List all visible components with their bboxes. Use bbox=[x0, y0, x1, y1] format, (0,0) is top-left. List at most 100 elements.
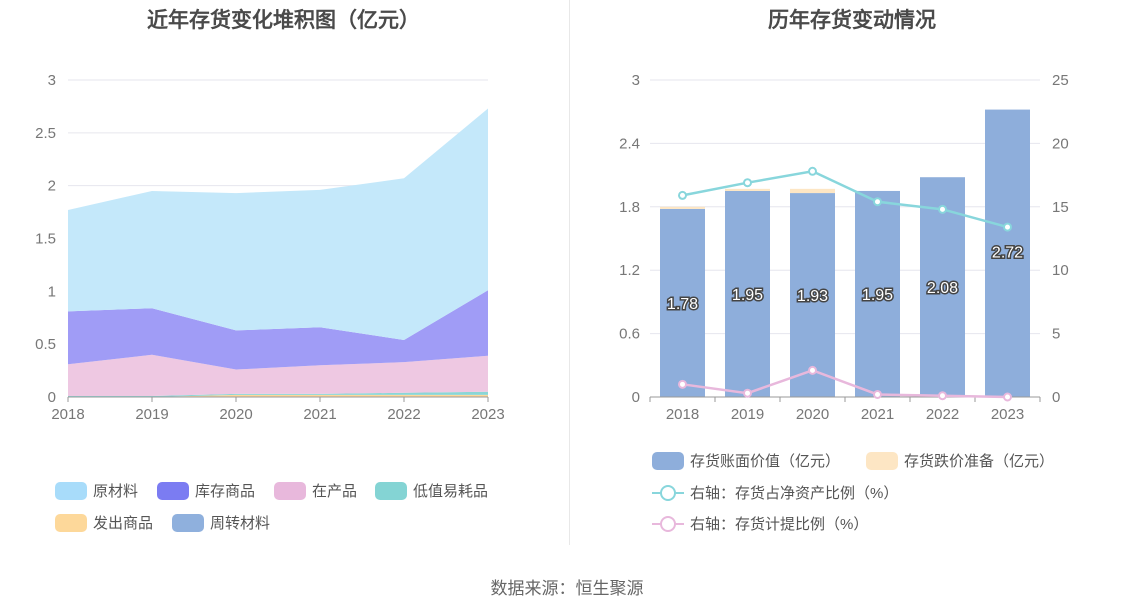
y-tick-label: 0 bbox=[48, 389, 56, 406]
area-series bbox=[68, 290, 488, 370]
bar-value-label: 1.78 bbox=[667, 296, 698, 313]
y-tick-label: 1.8 bbox=[619, 199, 640, 216]
legend-item[interactable]: 存货账面价值（亿元） bbox=[652, 450, 840, 471]
legend-label: 存货账面价值（亿元） bbox=[690, 453, 841, 470]
left-chart-title: 近年存货变化堆积图（亿元） bbox=[147, 9, 420, 32]
line-point bbox=[743, 178, 752, 188]
line-point bbox=[1003, 392, 1012, 402]
y2-tick-label: 0 bbox=[1052, 389, 1060, 406]
legend-swatch bbox=[866, 451, 898, 470]
y-tick-label: 3 bbox=[632, 72, 640, 89]
y-tick-label: 0 bbox=[632, 389, 640, 406]
x-tick-label: 2020 bbox=[796, 406, 829, 423]
legend-label: 发出商品 bbox=[93, 515, 154, 532]
legend-label: 低值易耗品 bbox=[413, 483, 489, 500]
legend-label: 右轴：存货计提比例（%） bbox=[690, 516, 869, 533]
x-tick-label: 2018 bbox=[666, 406, 699, 423]
line-point bbox=[808, 166, 817, 176]
x-tick-label: 2023 bbox=[471, 406, 504, 423]
y-tick-label: 2.4 bbox=[619, 135, 640, 152]
legend-swatch bbox=[172, 513, 204, 532]
bar-book-value bbox=[660, 208, 705, 397]
area-series bbox=[68, 354, 488, 396]
y2-tick-label: 5 bbox=[1052, 326, 1060, 343]
legend-item[interactable]: 右轴：存货计提比例（%） bbox=[652, 513, 868, 534]
right-chart-title: 历年存货变动情况 bbox=[768, 9, 936, 32]
legend-swatch bbox=[652, 451, 684, 470]
legend-line-swatch bbox=[652, 484, 684, 502]
legend-swatch bbox=[55, 513, 87, 532]
x-tick-label: 2021 bbox=[303, 406, 336, 423]
bar-book-value bbox=[790, 193, 835, 397]
left-chart-legend: 原材料 库存商品 在产品 低值易耗品发出商品 周转材料 bbox=[0, 0, 567, 545]
line-point bbox=[938, 204, 947, 214]
legend-item[interactable]: 在产品 bbox=[274, 480, 357, 501]
x-tick-label: 2021 bbox=[861, 406, 894, 423]
bar-value-label: 1.93 bbox=[797, 288, 828, 305]
bar-impairment bbox=[660, 206, 705, 209]
bar-book-value bbox=[985, 109, 1030, 397]
legend-line-swatch bbox=[652, 515, 684, 533]
legend-label: 存货跌价准备（亿元） bbox=[904, 453, 1055, 470]
line-point bbox=[873, 389, 882, 399]
bar-impairment bbox=[790, 188, 835, 194]
y-tick-label: 1.5 bbox=[35, 231, 56, 248]
legend-label: 原材料 bbox=[93, 483, 139, 500]
x-tick-label: 2019 bbox=[731, 406, 764, 423]
y-tick-label: 2.5 bbox=[35, 125, 56, 142]
x-tick-label: 2018 bbox=[51, 406, 84, 423]
legend-item[interactable]: 原材料 bbox=[55, 480, 138, 501]
line-point bbox=[678, 379, 687, 389]
legend-swatch bbox=[375, 481, 407, 500]
legend-item[interactable]: 低值易耗品 bbox=[375, 480, 488, 501]
legend-item[interactable]: 发出商品 bbox=[55, 512, 153, 533]
legend-label: 在产品 bbox=[312, 483, 358, 500]
line-point bbox=[1003, 222, 1012, 232]
y-tick-label: 1 bbox=[48, 283, 56, 300]
bar-value-label: 1.95 bbox=[732, 287, 763, 304]
x-tick-label: 2019 bbox=[135, 406, 168, 423]
line-point bbox=[873, 197, 882, 207]
legend-marker bbox=[660, 484, 676, 501]
area-series bbox=[68, 394, 488, 397]
line-point bbox=[938, 391, 947, 401]
bar-value-label: 1.95 bbox=[862, 287, 893, 304]
y2-tick-label: 25 bbox=[1052, 72, 1069, 89]
x-tick-label: 2022 bbox=[926, 406, 959, 423]
y-tick-label: 1.2 bbox=[619, 262, 640, 279]
right-chart-legend: 存货账面价值（亿元） 存货跌价准备（亿元） 右轴：存货占净资产比例（%） 右轴：存货计… bbox=[570, 0, 1134, 545]
stacked-area-chart: 0 0.5 1 1.5 2 2.5 3 2018 2019 2020 2021 2022 2023 bbox=[35, 72, 505, 423]
legend-item[interactable]: 存货跌价准备（亿元） bbox=[866, 450, 1054, 471]
legend-label: 库存商品 bbox=[195, 483, 256, 500]
bar-value-label: 2.08 bbox=[927, 280, 958, 297]
bar-value-label: 2.72 bbox=[992, 245, 1023, 262]
legend-marker bbox=[660, 515, 676, 532]
stacked-area-chart-panel: 近年存货变化堆积图（亿元） 0 0.5 1 1.5 2 2.5 3 2018 2019 2020 2… bbox=[0, 0, 567, 545]
legend-item[interactable]: 库存商品 bbox=[157, 480, 255, 501]
y-tick-label: 0.5 bbox=[35, 336, 56, 353]
y2-tick-label: 10 bbox=[1052, 262, 1069, 279]
y-tick-label: 2 bbox=[48, 178, 56, 195]
y-tick-label: 3 bbox=[48, 72, 56, 89]
x-tick-label: 2022 bbox=[387, 406, 420, 423]
legend-swatch bbox=[274, 481, 306, 500]
y2-tick-label: 20 bbox=[1052, 135, 1069, 152]
data-source-note: 数据来源：恒生聚源 bbox=[490, 579, 644, 598]
line-series bbox=[682, 369, 1008, 399]
legend-item[interactable]: 周转材料 bbox=[172, 512, 270, 533]
legend-swatch bbox=[157, 481, 189, 500]
bar-book-value bbox=[855, 190, 900, 397]
bar-book-value bbox=[725, 190, 770, 397]
legend-label: 右轴：存货占净资产比例（%） bbox=[690, 485, 899, 502]
line-series bbox=[682, 169, 1008, 229]
x-tick-label: 2023 bbox=[991, 406, 1024, 423]
y-tick-label: 0.6 bbox=[619, 326, 640, 343]
bar-line-chart-panel: 历年存货变动情况 0 0.6 1.2 1.8 2.4 3 0 5 10 15 20 25 2018 201… bbox=[570, 0, 1134, 545]
line-point bbox=[678, 190, 687, 200]
panel-divider bbox=[569, 0, 570, 545]
legend-item[interactable]: 右轴：存货占净资产比例（%） bbox=[652, 482, 898, 503]
line-point bbox=[743, 388, 752, 398]
bar-impairment bbox=[725, 188, 770, 191]
area-series bbox=[68, 108, 488, 340]
y2-tick-label: 15 bbox=[1052, 199, 1069, 216]
